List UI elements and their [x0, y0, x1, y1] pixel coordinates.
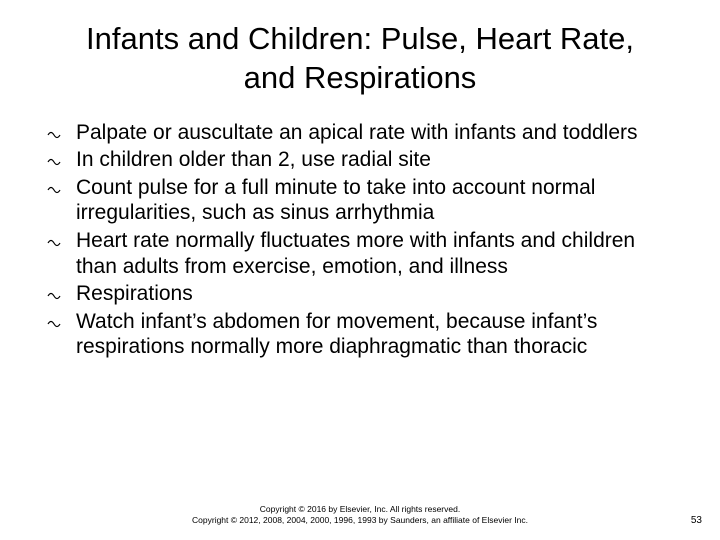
page-number: 53 — [691, 515, 702, 526]
slide-title: Infants and Children: Pulse, Heart Rate,… — [40, 20, 680, 98]
bullet-list: Palpate or auscultate an apical rate wit… — [40, 120, 680, 360]
copyright-line-1: Copyright © 2016 by Elsevier, Inc. All r… — [0, 504, 720, 515]
bullet-item: Palpate or auscultate an apical rate wit… — [44, 120, 680, 146]
bullet-text: Heart rate normally fluctuates more with… — [76, 229, 635, 278]
bullet-text: Count pulse for a full minute to take in… — [76, 176, 595, 225]
copyright-line-2: Copyright © 2012, 2008, 2004, 2000, 1996… — [0, 515, 720, 526]
bullet-item: Respirations — [44, 281, 680, 307]
bullet-icon — [46, 179, 62, 195]
bullet-text: Respirations — [76, 282, 193, 305]
bullet-item: Watch infant’s abdomen for movement, bec… — [44, 309, 680, 360]
bullet-icon — [46, 313, 62, 329]
bullet-icon — [46, 124, 62, 140]
bullet-item: Count pulse for a full minute to take in… — [44, 175, 680, 226]
bullet-icon — [46, 285, 62, 301]
bullet-item: Heart rate normally fluctuates more with… — [44, 228, 680, 279]
bullet-text: In children older than 2, use radial sit… — [76, 148, 431, 171]
bullet-item: In children older than 2, use radial sit… — [44, 147, 680, 173]
bullet-text: Watch infant’s abdomen for movement, bec… — [76, 310, 597, 359]
bullet-text: Palpate or auscultate an apical rate wit… — [76, 121, 638, 144]
bullet-icon — [46, 232, 62, 248]
bullet-icon — [46, 151, 62, 167]
copyright-block: Copyright © 2016 by Elsevier, Inc. All r… — [0, 504, 720, 526]
slide-container: Infants and Children: Pulse, Heart Rate,… — [0, 0, 720, 540]
